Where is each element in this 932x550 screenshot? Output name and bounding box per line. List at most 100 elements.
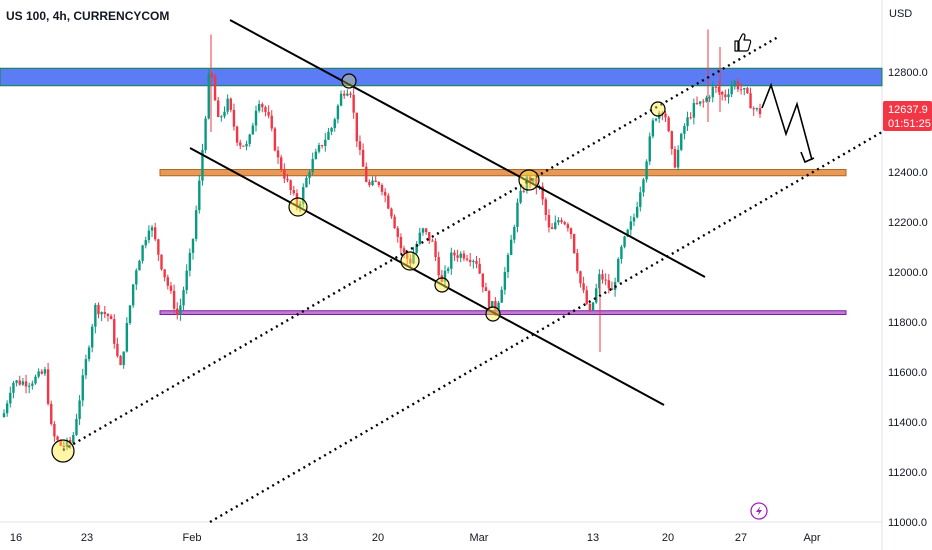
candle-body	[513, 226, 516, 240]
x-tick-label: Mar	[470, 532, 489, 544]
candle-body	[103, 312, 106, 314]
candle-body	[226, 98, 229, 112]
candle-body	[18, 380, 21, 385]
candle-body	[330, 128, 333, 132]
candle-body	[53, 423, 56, 437]
candle-body	[617, 259, 620, 283]
candle-body	[308, 172, 311, 178]
x-tick-label: 23	[81, 532, 93, 544]
candle-body	[91, 326, 94, 348]
candle-body	[302, 187, 305, 204]
candle-body	[383, 191, 387, 196]
candle-body	[5, 403, 9, 414]
y-tick-label: 12400.0	[888, 167, 928, 179]
candle-body	[355, 112, 358, 142]
candle-body	[163, 269, 166, 278]
candle-body	[9, 392, 12, 404]
candle-body	[358, 141, 362, 150]
candle-body	[506, 255, 510, 272]
currency-label: USD	[889, 8, 912, 20]
candle-body	[387, 195, 390, 209]
candle-body	[59, 439, 62, 446]
candle-body	[84, 359, 88, 376]
candle-body	[651, 120, 655, 137]
candle-body	[128, 305, 132, 324]
candle-body	[295, 193, 299, 207]
zone-support-orange	[159, 169, 847, 177]
candle-body	[475, 260, 478, 264]
marker-circle	[434, 277, 450, 293]
price-badge: 12637.9 01:51:25	[883, 101, 932, 131]
candle-body	[535, 177, 538, 188]
candle-body	[491, 300, 494, 308]
candle-body	[522, 190, 525, 192]
y-tick-label: 12200.0	[888, 217, 928, 229]
candle-body	[251, 125, 255, 135]
candle-body	[374, 180, 377, 182]
candle-body	[368, 181, 371, 186]
zone-resistance-blue	[0, 67, 883, 87]
candle-body	[147, 230, 151, 241]
candle-body	[462, 253, 466, 259]
candle-body	[437, 257, 440, 276]
channel-lower-line	[189, 147, 665, 406]
candle-body	[516, 202, 519, 227]
candle-body	[223, 111, 226, 117]
candle-body	[752, 108, 755, 110]
candle-body	[264, 107, 267, 112]
candle-body	[409, 258, 412, 264]
candle-body	[431, 240, 434, 242]
candle-body	[141, 245, 144, 261]
x-tick-label: 13	[296, 532, 308, 544]
candle-body	[320, 145, 324, 147]
candle-body	[116, 343, 119, 357]
candle-body	[743, 88, 746, 90]
candle-body	[339, 93, 343, 106]
x-tick-label: 13	[587, 532, 599, 544]
candle-body	[689, 117, 692, 119]
candle-body	[377, 181, 381, 186]
candle-body	[736, 81, 740, 90]
candle-body	[453, 252, 456, 256]
candle-body	[232, 109, 236, 127]
candle-body	[346, 93, 349, 96]
candle-body	[248, 134, 251, 144]
candle-body	[758, 108, 762, 115]
candle-body	[12, 382, 15, 393]
candle-body	[623, 236, 626, 247]
candle-body	[424, 228, 428, 233]
candle-body	[380, 185, 384, 192]
candle-body	[261, 104, 264, 108]
candle-body	[519, 190, 522, 203]
candle-body	[406, 252, 409, 259]
candle-body	[626, 229, 629, 237]
candle-body	[131, 284, 135, 306]
candle-body	[525, 176, 529, 191]
candle-body	[635, 206, 639, 218]
candle-body	[532, 177, 535, 182]
marker-circle	[51, 439, 75, 463]
marker-circle	[341, 73, 357, 89]
candle-body	[365, 166, 368, 182]
candle-body	[176, 308, 179, 315]
candle-body	[421, 228, 425, 233]
candle-body	[632, 217, 636, 222]
candle-body	[450, 252, 453, 269]
x-tick-label: 20	[372, 532, 384, 544]
candle-body	[601, 274, 604, 280]
candle-body	[2, 413, 6, 417]
candle-body	[676, 149, 680, 168]
candle-body	[37, 371, 40, 377]
candle-body	[717, 86, 721, 92]
candle-body	[311, 159, 314, 173]
candle-body	[503, 271, 507, 290]
candle-body	[661, 112, 664, 114]
marker-circle	[400, 251, 420, 271]
candle-body	[402, 248, 406, 253]
candle-body	[494, 300, 497, 312]
candle-body	[399, 236, 403, 249]
marker-circle	[518, 169, 540, 191]
candle-body	[749, 93, 752, 109]
candle-body	[352, 94, 355, 113]
